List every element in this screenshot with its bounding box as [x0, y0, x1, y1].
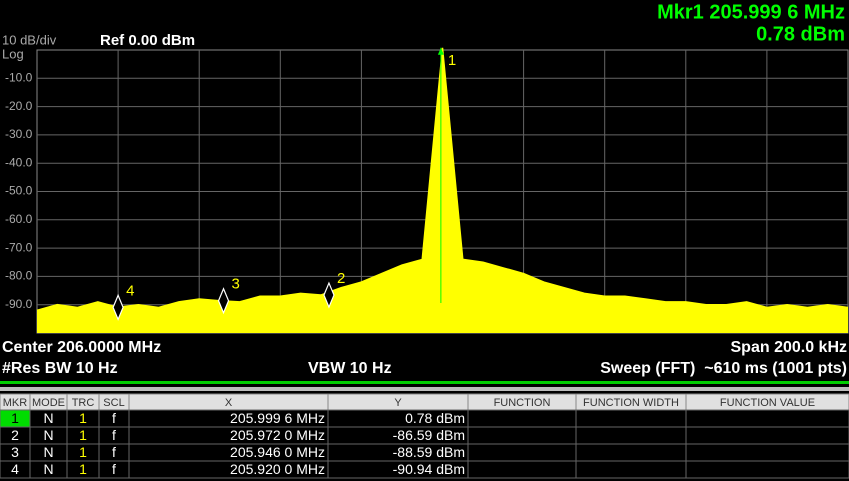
cell [575, 409, 687, 428]
cell [685, 460, 849, 479]
status-bar [0, 381, 849, 384]
scale: 10 dB/div [2, 32, 57, 47]
y-tick-label: -60.0 [5, 212, 33, 226]
column-header: FUNCTION [494, 397, 551, 409]
cell [685, 409, 849, 428]
column-header: FUNCTION VALUE [720, 397, 815, 409]
cell-text: 0.78 dBm [405, 410, 465, 426]
cell-text: f [112, 410, 116, 426]
trace-fill [37, 47, 848, 333]
column-header: TRC [72, 397, 95, 409]
cell-text: 1 [11, 410, 19, 426]
column-header: FUNCTION WIDTH [583, 397, 679, 409]
vbw: VBW 10 Hz [308, 360, 392, 377]
cell-text: 2 [11, 427, 19, 443]
marker-readout: Mkr1 205.999 6 MHz [657, 1, 845, 23]
y-tick-label: -30.0 [5, 127, 33, 141]
marker-diamond [112, 293, 124, 321]
column-header: X [225, 397, 233, 409]
cell [685, 443, 849, 462]
cell-text: N [43, 410, 53, 426]
column-header: MKR [3, 397, 28, 409]
cell-text: f [112, 444, 116, 460]
y-tick-label: -40.0 [5, 155, 33, 169]
cell [467, 426, 577, 445]
cell-text: -86.59 dBm [393, 427, 465, 443]
cell-text: 205.999 6 MHz [230, 410, 325, 426]
cell-text: -88.59 dBm [393, 444, 465, 460]
cell [685, 426, 849, 445]
cell-text: 1 [79, 444, 87, 460]
cell-text: 1 [79, 410, 87, 426]
cell [467, 443, 577, 462]
span: Span 200.0 kHz [731, 339, 848, 356]
y-tick-label: -20.0 [5, 99, 33, 113]
sweep: Sweep (FFT) ~610 ms (1001 pts) [600, 360, 847, 377]
cell [575, 426, 687, 445]
cell-text: 205.946 0 MHz [230, 444, 325, 460]
y-tick-label: -90.0 [5, 297, 33, 311]
cell-text: f [112, 427, 116, 443]
cell-text: N [43, 461, 53, 477]
cell-text: 4 [11, 461, 19, 477]
marker-label: 4 [126, 282, 134, 299]
cell-text: 205.972 0 MHz [230, 427, 325, 443]
marker-arrow [437, 47, 444, 55]
marker-diamond [217, 287, 230, 315]
marker-diamond [323, 281, 335, 309]
cell-text: f [112, 461, 116, 477]
cell [467, 460, 577, 479]
column-header: Y [394, 397, 402, 409]
cell-text: 1 [79, 427, 87, 443]
y-tick-label: -80.0 [5, 269, 33, 283]
scale-type: Log [2, 46, 24, 61]
y-tick-label: -50.0 [5, 184, 33, 198]
marker-label: 2 [337, 270, 345, 287]
marker-label: 3 [232, 276, 240, 293]
cell [575, 443, 687, 462]
cell-text: 205.920 0 MHz [230, 461, 325, 477]
cell-text: N [43, 444, 53, 460]
cell [575, 460, 687, 479]
cell-text: -90.94 dBm [393, 461, 465, 477]
cell-text: N [43, 427, 53, 443]
ref-level: Ref 0.00 dBm [100, 32, 195, 49]
y-tick-label: -70.0 [5, 240, 33, 254]
column-header: MODE [32, 397, 65, 409]
cell [467, 409, 577, 428]
rbw: #Res BW 10 Hz [2, 360, 118, 377]
column-header: SCL [103, 397, 124, 409]
marker-value: 0.78 dBm [756, 23, 845, 45]
marker-label: 1 [448, 52, 456, 69]
y-tick-label: -10.0 [5, 70, 33, 84]
trace [36, 47, 849, 312]
separator [0, 387, 849, 391]
cell-text: 3 [11, 444, 19, 460]
center-freq: Center 206.0000 MHz [2, 339, 161, 356]
cell-text: 1 [79, 461, 87, 477]
